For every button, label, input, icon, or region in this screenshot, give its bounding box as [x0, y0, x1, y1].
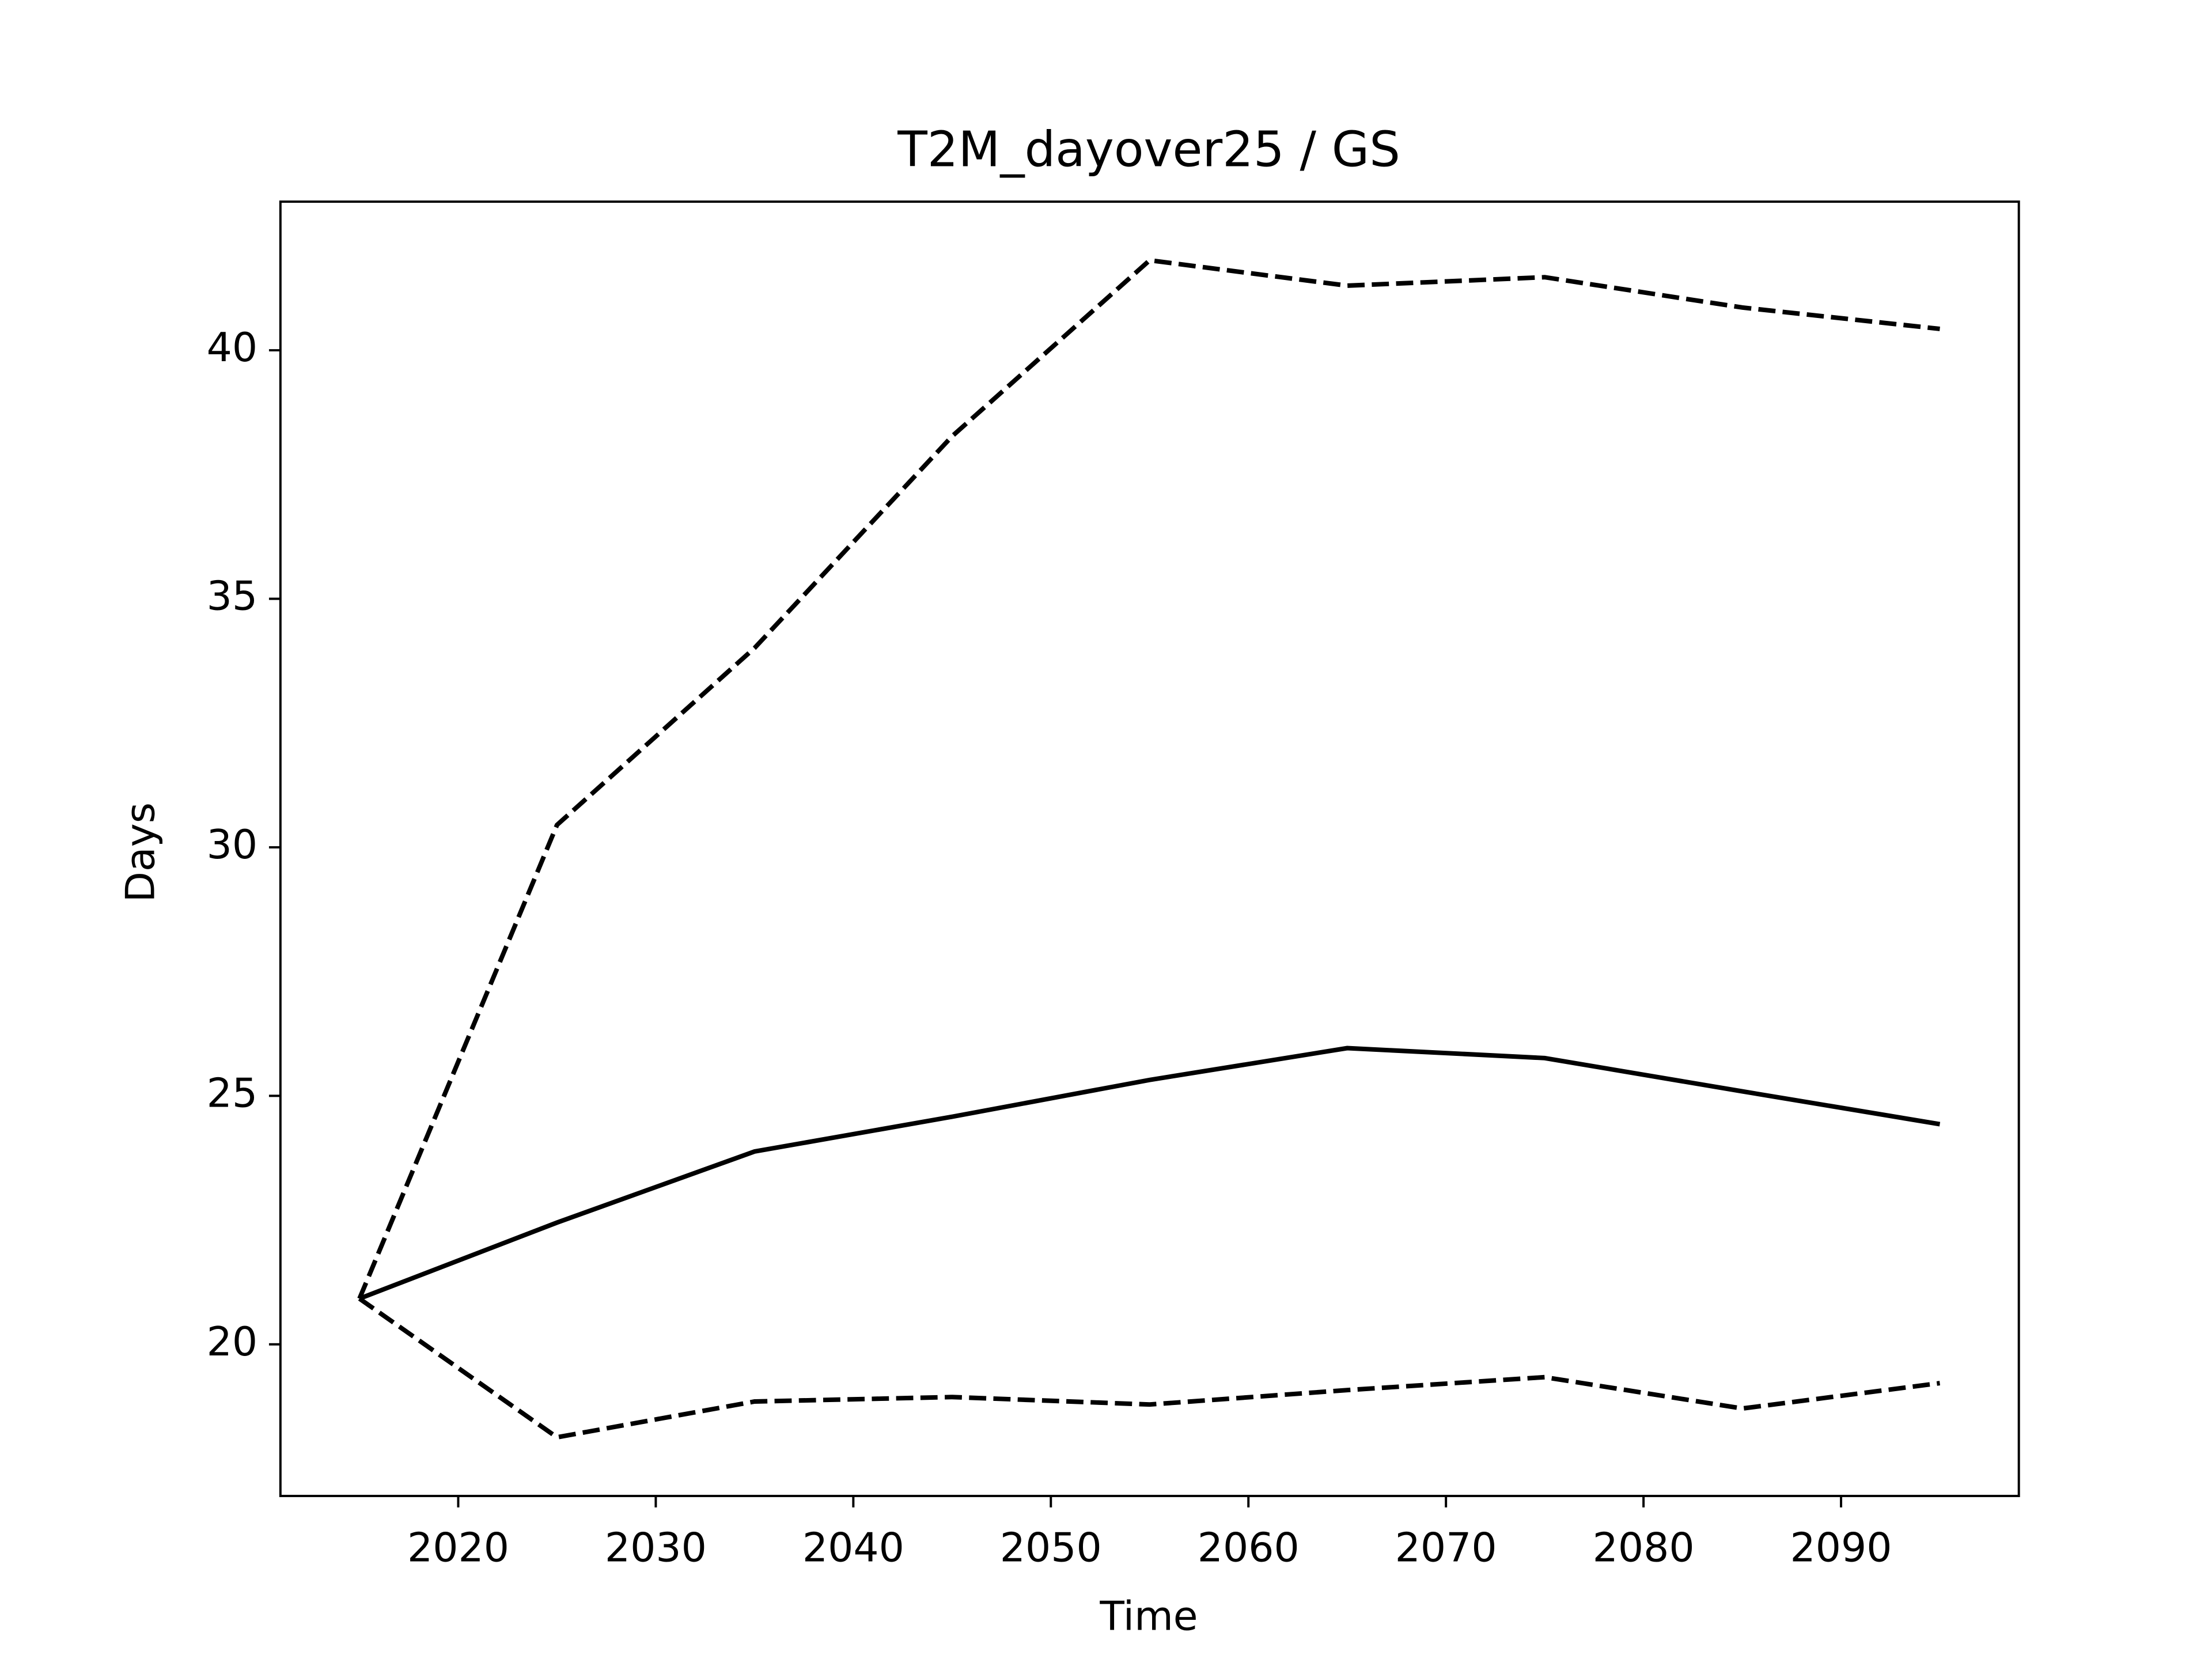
x-tick-label: 2050: [1000, 1524, 1102, 1571]
y-axis-label: Days: [117, 802, 164, 902]
x-tick-label: 2090: [1790, 1524, 1892, 1571]
series-line: [358, 1046, 1941, 1301]
x-tick-label: 2030: [605, 1524, 707, 1571]
y-tick-label: 40: [207, 324, 257, 371]
x-tick-label: 2080: [1593, 1524, 1695, 1571]
plot-frame: [279, 200, 2020, 1497]
x-axis-label: Time: [1099, 1593, 1198, 1640]
series-line: [358, 1297, 1941, 1440]
chart-title: T2M_dayover25 / GS: [897, 122, 1400, 178]
x-tick-label: 2020: [407, 1524, 509, 1571]
series-line: [357, 257, 1940, 1300]
y-tick-label: 25: [207, 1070, 257, 1116]
y-tick-label: 20: [207, 1319, 257, 1365]
y-tick-label: 30: [207, 821, 257, 868]
x-tick-label: 2070: [1395, 1524, 1497, 1571]
x-tick-label: 2040: [802, 1524, 904, 1571]
y-tick-label: 35: [207, 573, 257, 620]
x-tick-label: 2060: [1198, 1524, 1300, 1571]
